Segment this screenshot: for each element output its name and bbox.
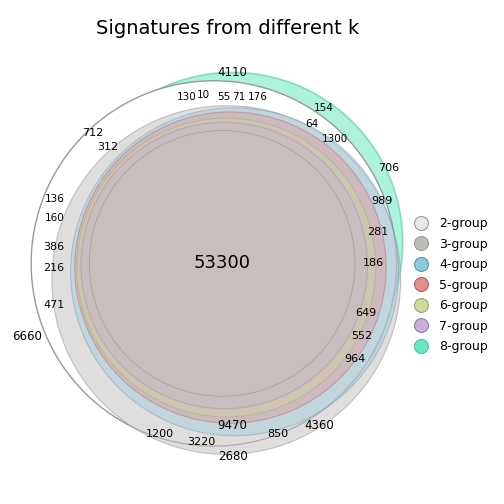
Text: 9470: 9470 xyxy=(218,419,247,432)
Text: 649: 649 xyxy=(355,308,376,318)
Legend: 2-group, 3-group, 4-group, 5-group, 6-group, 7-group, 8-group: 2-group, 3-group, 4-group, 5-group, 6-gr… xyxy=(403,212,493,358)
Text: 186: 186 xyxy=(363,259,385,269)
Text: 160: 160 xyxy=(45,213,65,223)
Circle shape xyxy=(77,118,375,417)
Text: 3220: 3220 xyxy=(187,437,216,447)
Circle shape xyxy=(89,131,355,396)
Circle shape xyxy=(31,81,397,446)
Text: 136: 136 xyxy=(44,194,65,204)
Text: 55: 55 xyxy=(218,92,231,102)
Text: 1300: 1300 xyxy=(322,134,348,144)
Text: 989: 989 xyxy=(371,196,393,206)
Circle shape xyxy=(52,106,401,455)
Text: 53300: 53300 xyxy=(194,255,250,273)
Text: 386: 386 xyxy=(43,242,65,252)
Text: 71: 71 xyxy=(232,92,245,102)
Text: 2680: 2680 xyxy=(218,450,247,463)
Text: 216: 216 xyxy=(43,263,65,273)
Text: 10: 10 xyxy=(197,90,210,100)
Circle shape xyxy=(81,122,367,409)
Circle shape xyxy=(62,73,403,413)
Text: 176: 176 xyxy=(247,92,267,102)
Text: 312: 312 xyxy=(97,142,118,152)
Text: 706: 706 xyxy=(378,163,399,173)
Text: 6660: 6660 xyxy=(12,330,41,343)
Text: 281: 281 xyxy=(367,227,389,237)
Text: 964: 964 xyxy=(345,354,366,364)
Text: 471: 471 xyxy=(43,300,65,310)
Text: 130: 130 xyxy=(177,92,197,102)
Text: 154: 154 xyxy=(313,103,333,113)
Text: 712: 712 xyxy=(83,128,104,138)
Circle shape xyxy=(71,108,399,435)
Circle shape xyxy=(75,112,386,423)
Text: 4110: 4110 xyxy=(218,66,247,79)
Text: 850: 850 xyxy=(268,428,289,438)
Text: 4360: 4360 xyxy=(305,419,335,432)
Text: 552: 552 xyxy=(351,331,372,341)
Title: Signatures from different k: Signatures from different k xyxy=(96,19,359,38)
Text: 1200: 1200 xyxy=(146,428,174,438)
Text: 64: 64 xyxy=(305,119,319,130)
